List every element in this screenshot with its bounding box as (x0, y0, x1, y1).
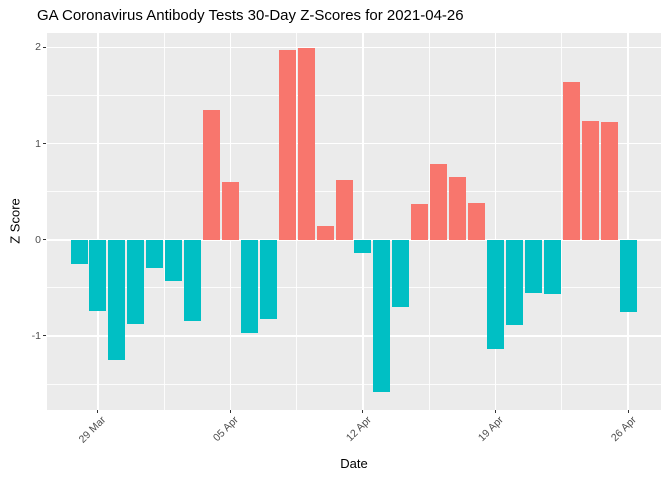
plot-panel (47, 33, 661, 410)
x-tick-label-text: 12 Apr (343, 414, 374, 444)
gridline-major-horizontal (47, 46, 661, 49)
y-tick-mark (43, 335, 46, 337)
bar (505, 239, 523, 326)
y-tick-label: -1 (31, 329, 41, 342)
gridline-major-horizontal (47, 142, 661, 145)
bar (240, 239, 258, 334)
bar (316, 226, 334, 240)
x-tick-mark (362, 410, 364, 413)
bar (543, 239, 561, 294)
y-tick-label: 0 (35, 233, 41, 246)
bar (259, 239, 277, 319)
gridline-minor-horizontal (47, 287, 661, 289)
bar (221, 182, 239, 240)
gridline-minor-horizontal (47, 95, 661, 96)
bar (127, 239, 145, 325)
bar (89, 239, 107, 311)
x-tick-mark (627, 410, 629, 413)
gridline-major-vertical (362, 33, 364, 410)
x-tick-mark (97, 410, 99, 413)
gridline-major-vertical (494, 33, 497, 410)
bar (335, 180, 353, 240)
gridline-major-horizontal (47, 335, 661, 337)
bar (430, 163, 448, 240)
y-tick-label: 2 (35, 41, 41, 54)
bar (619, 239, 637, 312)
gridline-minor-vertical (561, 33, 563, 410)
y-tick-mark (43, 46, 46, 48)
x-tick-mark (495, 410, 497, 413)
gridline-minor-horizontal (47, 191, 661, 193)
bar (562, 82, 580, 240)
bar (184, 239, 202, 321)
bar (297, 48, 315, 240)
y-tick-label: 1 (35, 137, 41, 150)
x-tick-label-text: 19 Apr (476, 414, 507, 444)
x-tick-label-text: 05 Apr (210, 414, 241, 444)
bar (373, 239, 391, 392)
bar (108, 239, 126, 360)
x-axis-title: Date (340, 456, 368, 471)
bar (581, 120, 599, 240)
gridline-major-vertical (627, 33, 629, 410)
gridline-major-vertical (97, 33, 99, 410)
bar (600, 122, 618, 240)
x-tick-label-text: 29 Mar (76, 414, 109, 446)
bar (354, 239, 372, 254)
x-tick-mark (229, 410, 231, 413)
y-tick-mark (43, 143, 46, 145)
chart-title: GA Coronavirus Antibody Tests 30-Day Z-S… (37, 7, 464, 24)
gridline-minor-vertical (163, 33, 165, 410)
gridline-major-horizontal (47, 239, 661, 241)
bar (449, 177, 467, 240)
bar (524, 239, 542, 293)
bar (392, 239, 410, 308)
bar (146, 239, 164, 268)
gridline-minor-vertical (296, 33, 298, 410)
bar (468, 203, 486, 240)
y-tick-mark (43, 239, 46, 241)
bar (203, 109, 221, 240)
bar (70, 239, 88, 264)
bar (278, 50, 296, 240)
bar (165, 239, 183, 282)
bar (487, 239, 505, 350)
x-tick-label-text: 26 Apr (608, 414, 639, 444)
gridline-minor-horizontal (47, 383, 661, 385)
bar (411, 204, 429, 240)
gridline-minor-vertical (428, 33, 430, 410)
